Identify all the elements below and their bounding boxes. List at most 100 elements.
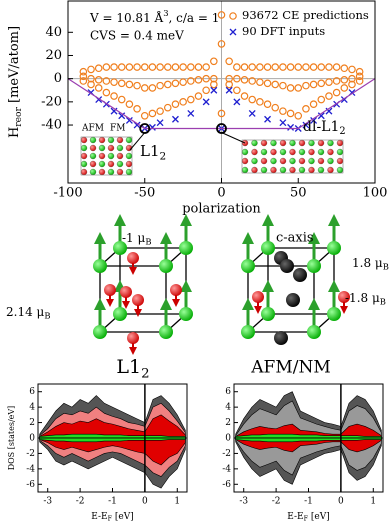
moment-label-sub: B [383, 261, 389, 271]
dft-point [210, 86, 218, 94]
legend-marker [229, 12, 237, 20]
ce-point [87, 65, 95, 74]
atom-icon [116, 160, 124, 168]
dft-point [248, 109, 256, 117]
ce-point [240, 76, 249, 84]
ce-point [217, 109, 226, 118]
ce-point [302, 63, 310, 71]
ce-point [279, 81, 287, 90]
dos-area [235, 433, 382, 439]
y-tick-label: 20 [45, 48, 62, 63]
atom [104, 284, 116, 296]
ce-point [325, 63, 333, 71]
atom [280, 259, 294, 273]
atom-icon [327, 166, 334, 174]
structure-label: FM [110, 124, 125, 134]
ce-point [325, 92, 333, 100]
moment-label: 1.8 μB [352, 256, 389, 272]
ce-point [202, 74, 210, 83]
dft-point [156, 119, 164, 127]
ce-point [94, 76, 103, 84]
ce-point [210, 57, 218, 66]
y-tick-label: 4 [225, 403, 231, 413]
dos-area [39, 437, 186, 466]
y-tick-label: -20 [41, 94, 62, 109]
ce-point [248, 63, 257, 71]
atom-icon [107, 160, 115, 168]
atom-icon [107, 152, 115, 160]
atom-icon [336, 157, 344, 165]
atom-icon [279, 139, 287, 147]
atom-icon [80, 160, 88, 168]
y-tick-label: -4 [26, 464, 35, 474]
atom [170, 284, 182, 296]
structure-label: dl-L12 [303, 119, 346, 137]
structure-label-main: L1 [140, 142, 160, 160]
annotation-sup: 3 [163, 8, 168, 18]
y-tick-label: 0 [225, 434, 231, 444]
dft-point [118, 112, 126, 120]
atom-icon [116, 136, 124, 144]
moment-label-main: -1 μ [122, 231, 146, 245]
ce-point [309, 100, 318, 108]
atom-icon [80, 136, 88, 144]
structure-label: c-axis [276, 231, 314, 246]
x-axis-title-rest: [eV] [308, 512, 330, 522]
ce-point [248, 77, 257, 85]
ce-point [140, 63, 149, 71]
ce-point [194, 63, 203, 71]
ce-point [102, 63, 111, 71]
atom-icon [308, 166, 315, 174]
atom-icon [289, 148, 296, 156]
ce-point [248, 95, 257, 104]
y-axis-title-sub: reor [13, 107, 23, 127]
x-axis-title: polarization [182, 202, 261, 217]
atom-icon [80, 152, 88, 160]
atom [127, 332, 139, 344]
atom [179, 307, 193, 321]
moment-label: 2.14 μB [6, 305, 51, 321]
atom [113, 307, 127, 321]
structure-label: AFM [81, 124, 104, 134]
dft-point [133, 121, 141, 129]
atom [307, 325, 321, 339]
dft-point [317, 112, 325, 120]
atom-icon [327, 157, 334, 165]
atom-icon [241, 166, 249, 174]
moment-label-sub: B [44, 310, 50, 320]
ce-point [202, 63, 210, 71]
atom-icon [116, 168, 124, 176]
dft-point [233, 98, 241, 106]
atom-icon [125, 152, 133, 160]
ce-point [79, 72, 88, 81]
y-tick-label: 2 [225, 418, 231, 428]
ce-point [294, 63, 303, 71]
atom [179, 241, 193, 255]
structure-label-sub: 2 [339, 126, 345, 137]
atom [241, 259, 255, 273]
ce-point [240, 92, 249, 100]
ce-point [148, 84, 157, 92]
ce-point [256, 63, 264, 71]
atom-icon [251, 166, 258, 174]
ce-point [94, 64, 103, 73]
atom-icon [317, 148, 325, 156]
ce-point [317, 63, 326, 71]
structure-title-main: L1 [116, 356, 141, 378]
ce-point [240, 63, 249, 71]
ce-point [125, 80, 134, 89]
ce-point [217, 11, 226, 19]
atom-icon [279, 157, 287, 165]
ce-point [355, 77, 364, 85]
atom [159, 259, 173, 273]
x-tick-label: 100 [363, 186, 388, 201]
ce-point [156, 63, 164, 71]
y-axis-title: Hreor [meV/atom] [7, 26, 24, 138]
atom-icon [107, 136, 115, 144]
ce-point [256, 78, 264, 86]
atom-icon [107, 168, 115, 176]
x-tick-label: -3 [43, 497, 52, 507]
dos-area [235, 437, 382, 443]
y-tick-label: -40 [41, 118, 62, 133]
atom-icon [116, 144, 124, 152]
